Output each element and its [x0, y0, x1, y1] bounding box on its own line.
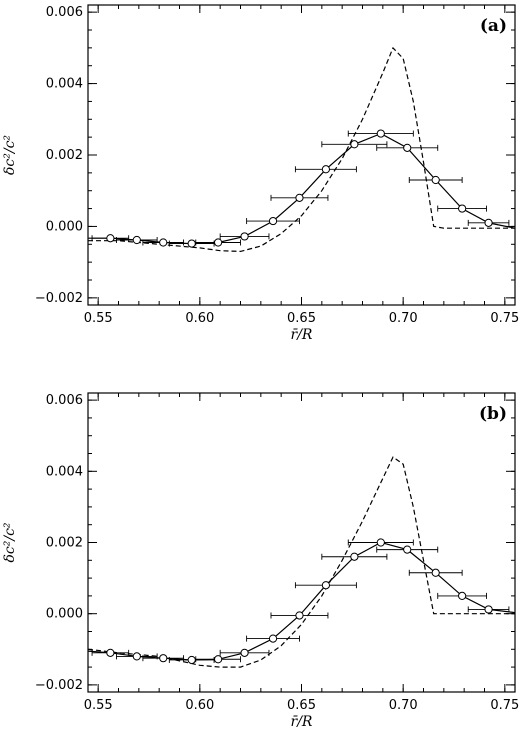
- x-tick-label: 0.75: [490, 698, 519, 713]
- data-point: [159, 654, 168, 663]
- data-point: [403, 143, 412, 152]
- plot-frame: [87, 4, 516, 306]
- data-point: [240, 648, 249, 657]
- data-point: [106, 234, 115, 243]
- x-tick-label: 0.60: [185, 698, 214, 713]
- y-axis-label: δc²/c²: [2, 135, 18, 175]
- data-point: [132, 652, 141, 661]
- plot-area: [88, 456, 515, 668]
- data-point: [214, 238, 223, 247]
- y-tick-label: 0.000: [46, 219, 83, 234]
- y-axis-label: δc²/c²: [2, 522, 18, 562]
- data-point: [484, 605, 493, 614]
- data-point: [431, 175, 440, 185]
- inversion-curve: [88, 541, 515, 661]
- data-point: [132, 235, 141, 245]
- data-point: [458, 591, 467, 600]
- x-tick-label: 0.55: [84, 698, 113, 713]
- data-point: [295, 611, 304, 620]
- x-axis-label: r̄/R: [291, 327, 313, 343]
- x-tick-label: 0.55: [84, 311, 113, 326]
- x-tick-label: 0.65: [287, 311, 316, 326]
- x-tick-label: 0.75: [490, 311, 519, 326]
- y-tick-label: 0.006: [46, 393, 83, 408]
- data-point: [458, 204, 467, 213]
- data-point: [403, 545, 412, 554]
- inversion-curve: [88, 132, 515, 245]
- data-point: [484, 218, 493, 227]
- y-tick-label: 0.004: [46, 77, 83, 92]
- model-curve: [88, 46, 515, 253]
- data-point: [350, 552, 359, 561]
- y-tick-label: 0.002: [46, 536, 83, 551]
- data-point: [214, 655, 223, 664]
- panel-a: 0.55 0.60 0.65 0.70 0.75 −0.002 0.000 0.002 0.00…: [2, 4, 519, 343]
- data-point: [321, 581, 330, 590]
- x-tick-label: 0.70: [389, 311, 418, 326]
- data-point: [376, 538, 385, 547]
- x-axis-label: r̄/R: [291, 714, 313, 730]
- data-point: [106, 648, 115, 657]
- data-point: [187, 655, 196, 665]
- panel-label: (a): [480, 16, 507, 36]
- data-point: [268, 216, 278, 226]
- x-tick-label: 0.70: [389, 698, 418, 713]
- data-point: [159, 238, 168, 247]
- plot-frame: [87, 392, 516, 693]
- data-point: [268, 634, 278, 643]
- y-tick-label: 0.004: [46, 464, 83, 479]
- x-tick-label: 0.65: [287, 698, 316, 713]
- data-point: [321, 165, 330, 174]
- plot-area: [88, 46, 515, 253]
- data-point: [350, 140, 359, 149]
- data-point: [431, 568, 440, 577]
- data-point: [295, 193, 304, 202]
- x-tick-label: 0.60: [185, 311, 214, 326]
- y-tick-label: −0.002: [35, 678, 83, 693]
- data-point: [187, 239, 196, 248]
- data-point: [240, 232, 249, 241]
- y-tick-label: −0.002: [35, 291, 83, 306]
- model-curve: [88, 456, 515, 668]
- y-tick-label: 0.000: [46, 607, 83, 622]
- panel-b: 0.55 0.60 0.65 0.70 0.75 −0.002 0.000 0.002 0.00…: [2, 392, 519, 730]
- panel-label: (b): [479, 404, 507, 424]
- y-tick-label: 0.006: [46, 5, 83, 20]
- data-point: [376, 129, 385, 138]
- y-tick-label: 0.002: [46, 148, 83, 163]
